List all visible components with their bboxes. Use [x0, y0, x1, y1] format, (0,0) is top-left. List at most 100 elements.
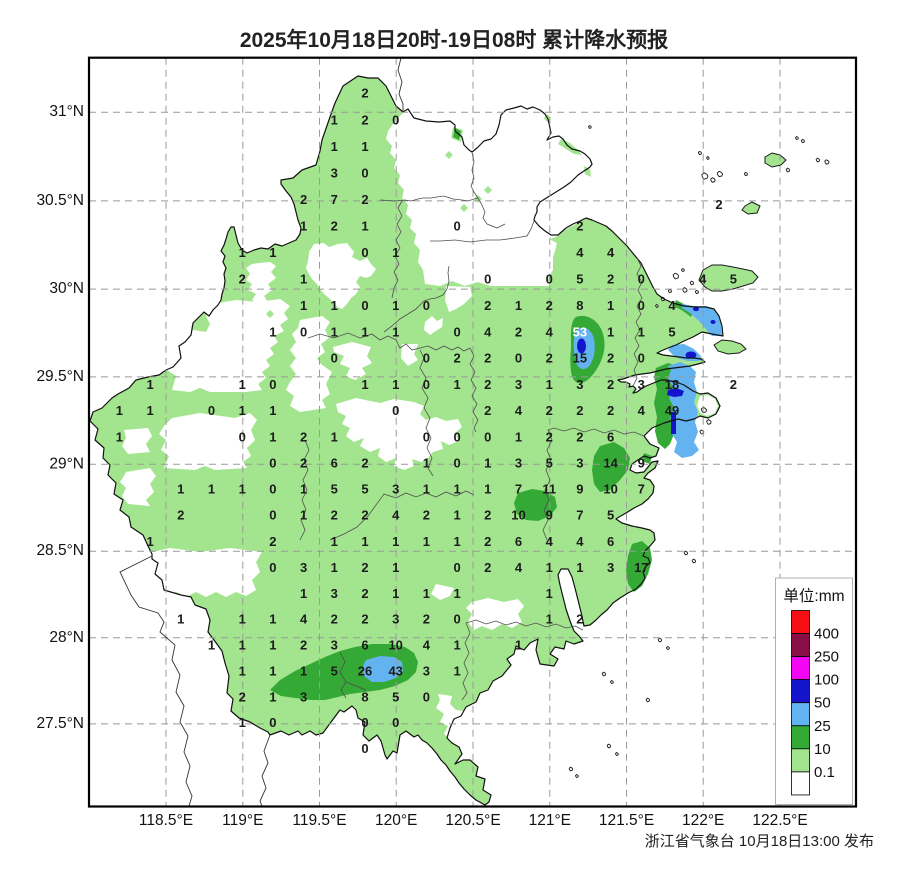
svg-text:0: 0 [638, 272, 645, 287]
svg-text:9: 9 [576, 482, 583, 497]
svg-text:1: 1 [423, 482, 430, 497]
svg-text:14: 14 [603, 456, 618, 471]
svg-text:1: 1 [392, 560, 399, 575]
svg-text:5: 5 [331, 482, 338, 497]
svg-text:1: 1 [361, 377, 368, 392]
svg-text:2: 2 [331, 508, 338, 523]
svg-text:119.5°E: 119.5°E [292, 812, 346, 829]
svg-text:31°N: 31°N [49, 103, 84, 120]
svg-text:5: 5 [730, 272, 737, 287]
svg-text:17: 17 [634, 560, 648, 575]
svg-text:1: 1 [515, 638, 522, 653]
svg-text:2: 2 [361, 456, 368, 471]
svg-text:1: 1 [331, 324, 338, 339]
svg-text:28.5°N: 28.5°N [36, 542, 84, 559]
svg-text:1: 1 [239, 638, 246, 653]
svg-text:1: 1 [453, 586, 460, 601]
svg-text:4: 4 [668, 298, 676, 313]
svg-text:2: 2 [607, 351, 614, 366]
svg-text:2: 2 [484, 560, 491, 575]
svg-text:2: 2 [546, 351, 553, 366]
svg-text:1: 1 [300, 298, 307, 313]
svg-text:1: 1 [392, 245, 399, 260]
svg-text:1: 1 [300, 508, 307, 523]
svg-text:2: 2 [576, 403, 583, 418]
svg-text:2: 2 [361, 192, 368, 207]
svg-text:1: 1 [515, 429, 522, 444]
svg-text:1: 1 [239, 377, 246, 392]
svg-text:1: 1 [269, 403, 276, 418]
svg-text:0: 0 [239, 429, 246, 444]
svg-text:2: 2 [484, 534, 491, 549]
svg-text:浙江省气象台 10月18日13:00 发布: 浙江省气象台 10月18日13:00 发布 [645, 833, 874, 850]
svg-text:1: 1 [607, 324, 614, 339]
svg-text:1: 1 [361, 139, 368, 154]
svg-text:7: 7 [576, 508, 583, 523]
svg-text:0: 0 [453, 612, 460, 627]
svg-text:0: 0 [361, 715, 368, 730]
svg-text:11: 11 [542, 482, 556, 497]
svg-text:1: 1 [484, 482, 491, 497]
svg-text:15: 15 [573, 351, 587, 366]
svg-text:4: 4 [392, 508, 400, 523]
svg-text:2: 2 [484, 351, 491, 366]
svg-text:1: 1 [361, 324, 368, 339]
svg-text:1: 1 [331, 560, 338, 575]
svg-text:1: 1 [607, 298, 614, 313]
svg-text:2: 2 [300, 429, 307, 444]
svg-text:2: 2 [361, 86, 368, 101]
svg-text:2: 2 [715, 197, 722, 212]
svg-text:3: 3 [638, 377, 645, 392]
svg-text:3: 3 [576, 456, 583, 471]
svg-text:2: 2 [607, 377, 614, 392]
svg-text:1: 1 [392, 324, 399, 339]
svg-text:2025年10月18日20时-19日08时 累计降水预报: 2025年10月18日20时-19日08时 累计降水预报 [240, 28, 668, 52]
svg-text:2: 2 [361, 612, 368, 627]
svg-text:2: 2 [484, 508, 491, 523]
svg-text:0: 0 [423, 429, 430, 444]
svg-text:5: 5 [607, 508, 614, 523]
svg-text:1: 1 [331, 139, 338, 154]
svg-text:0: 0 [300, 324, 307, 339]
svg-text:1: 1 [116, 429, 123, 444]
svg-text:1: 1 [361, 219, 368, 234]
svg-text:3: 3 [392, 612, 399, 627]
svg-text:2: 2 [546, 403, 553, 418]
svg-text:400: 400 [814, 626, 839, 643]
svg-text:2: 2 [423, 612, 430, 627]
svg-text:1: 1 [269, 612, 276, 627]
svg-text:0: 0 [361, 298, 368, 313]
svg-text:1: 1 [239, 403, 246, 418]
svg-text:1: 1 [208, 482, 215, 497]
svg-text:2: 2 [239, 272, 246, 287]
svg-text:0: 0 [423, 298, 430, 313]
svg-text:3: 3 [392, 482, 399, 497]
svg-text:1: 1 [116, 403, 123, 418]
svg-text:1: 1 [453, 638, 460, 653]
svg-text:1: 1 [269, 638, 276, 653]
svg-text:5: 5 [668, 324, 675, 339]
svg-text:1: 1 [331, 534, 338, 549]
svg-text:0: 0 [423, 377, 430, 392]
svg-text:3: 3 [300, 689, 307, 704]
svg-text:1: 1 [300, 664, 307, 679]
svg-text:4: 4 [484, 324, 492, 339]
svg-text:1: 1 [177, 612, 184, 627]
svg-text:0: 0 [423, 689, 430, 704]
svg-text:1: 1 [239, 664, 246, 679]
svg-text:5: 5 [546, 456, 553, 471]
svg-text:2: 2 [300, 456, 307, 471]
svg-text:1: 1 [546, 612, 553, 627]
svg-text:0: 0 [269, 456, 276, 471]
svg-text:6: 6 [515, 534, 522, 549]
svg-text:2: 2 [300, 192, 307, 207]
svg-text:26: 26 [358, 664, 372, 679]
svg-text:2: 2 [423, 508, 430, 523]
svg-text:2: 2 [607, 403, 614, 418]
svg-text:1: 1 [269, 429, 276, 444]
svg-text:2: 2 [546, 429, 553, 444]
svg-text:2: 2 [546, 298, 553, 313]
svg-text:1: 1 [546, 560, 553, 575]
svg-text:2: 2 [361, 112, 368, 127]
svg-text:30°N: 30°N [49, 280, 84, 297]
